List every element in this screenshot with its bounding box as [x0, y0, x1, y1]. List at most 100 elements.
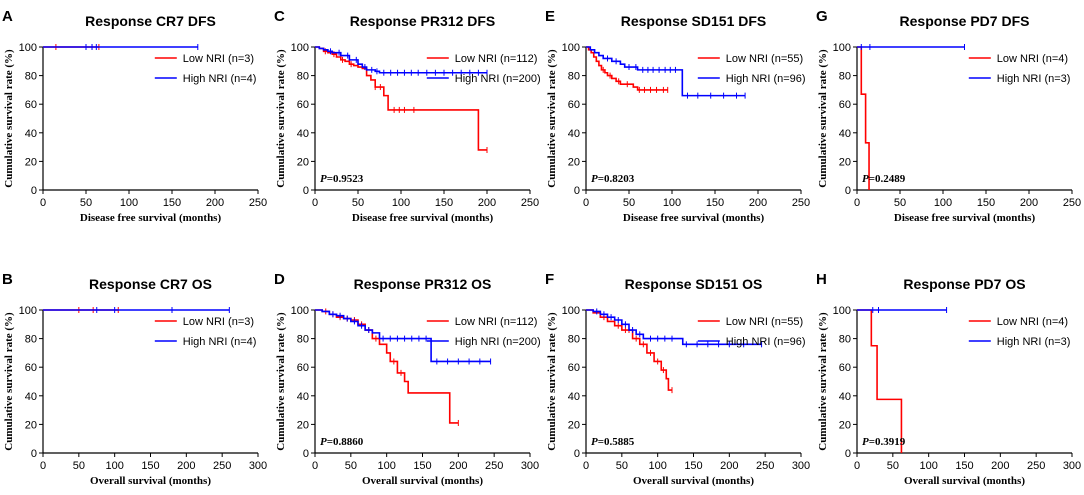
y-tick-label: 60	[568, 362, 580, 374]
x-tick-label: 50	[887, 460, 899, 472]
p-value-label: P=0.8203	[591, 173, 635, 185]
legend-label-low: Low NRI (n=112)	[455, 316, 538, 328]
panel-letter: H	[816, 271, 827, 288]
x-tick-label: 0	[40, 460, 46, 472]
km-panel-f: F Response SD151 OS 0 20 40 60 80 100 0 50 100 150 2…	[545, 271, 810, 487]
x-axis-label: Disease free survival (months)	[894, 212, 1036, 224]
y-tick-label: 60	[297, 99, 309, 111]
p-value-number: =0.8860	[327, 436, 364, 448]
y-tick-label: 20	[568, 156, 580, 168]
y-axis-label: Cumulative survival rate (%)	[817, 49, 829, 188]
y-tick-label: 0	[31, 448, 37, 460]
x-axis-label: Overall survival (months)	[633, 475, 754, 487]
x-tick-label: 250	[213, 460, 231, 472]
y-axis-label: Cumulative survival rate (%)	[3, 312, 15, 451]
p-value-label: P=0.9523	[320, 173, 364, 185]
y-tick-label: 60	[25, 362, 37, 374]
x-tick-label: 200	[206, 197, 224, 209]
panel-letter: B	[2, 271, 13, 288]
x-tick-label: 150	[163, 197, 181, 209]
legend-label-low: Low NRI (n=55)	[726, 53, 803, 65]
km-panel-g: G Response PD7 DFS 0 20 40 60 80 100 0 50 100 150 20…	[816, 8, 1081, 224]
y-tick-label: 80	[568, 71, 580, 83]
panel-letter: E	[545, 8, 555, 25]
p-value-symbol: P	[320, 436, 327, 448]
y-axis-label: Cumulative survival rate (%)	[546, 312, 558, 451]
y-tick-label: 100	[562, 305, 580, 317]
y-tick-label: 60	[839, 362, 851, 374]
km-curve-low	[315, 46, 487, 151]
panel-letter: A	[2, 8, 13, 25]
chart-title: Response PR312 OS	[354, 276, 492, 292]
x-tick-label: 0	[854, 460, 860, 472]
y-tick-label: 40	[25, 391, 37, 403]
legend-label-low: Low NRI (n=3)	[183, 53, 254, 65]
y-tick-label: 40	[839, 128, 851, 140]
km-panel-h: H Response PD7 OS 0 20 40 60 80 100 0 50 100 150 200…	[816, 271, 1081, 487]
p-value-label: P=0.2489	[862, 173, 906, 185]
x-tick-label: 0	[854, 197, 860, 209]
x-tick-label: 300	[792, 460, 810, 472]
legend-label-high: High NRI (n=3)	[997, 336, 1071, 348]
y-tick-label: 0	[303, 448, 309, 460]
y-tick-label: 20	[25, 419, 37, 431]
x-tick-label: 0	[583, 197, 589, 209]
p-value-label: P=0.3919	[862, 436, 906, 448]
x-tick-label: 50	[73, 460, 85, 472]
x-tick-label: 100	[934, 197, 952, 209]
x-tick-label: 250	[249, 197, 267, 209]
y-tick-label: 0	[574, 185, 580, 197]
legend-label-high: High NRI (n=96)	[726, 73, 806, 85]
panel-letter: F	[545, 271, 554, 288]
y-axis-label: Cumulative survival rate (%)	[546, 49, 558, 188]
km-curve-low	[586, 309, 672, 391]
x-axis-label: Disease free survival (months)	[352, 212, 494, 224]
km-curve-low	[857, 309, 903, 453]
chart-title: Response PD7 OS	[903, 276, 1025, 292]
x-tick-label: 150	[955, 460, 973, 472]
x-tick-label: 150	[435, 197, 453, 209]
p-value-symbol: P	[862, 436, 869, 448]
chart-title: Response PD7 DFS	[900, 13, 1030, 29]
x-axis-label: Overall survival (months)	[904, 475, 1025, 487]
y-tick-label: 80	[25, 334, 37, 346]
km-panel-b: B Response CR7 OS 0 20 40 60 80 100 0 50 100 150 200…	[2, 271, 267, 487]
x-tick-label: 150	[706, 197, 724, 209]
x-axis-label: Overall survival (months)	[362, 475, 483, 487]
y-tick-label: 0	[31, 185, 37, 197]
panel-letter: C	[274, 8, 285, 25]
x-tick-label: 50	[616, 460, 628, 472]
p-value-symbol: P	[591, 436, 598, 448]
legend-label-low: Low NRI (n=55)	[726, 316, 803, 328]
x-tick-label: 100	[377, 460, 395, 472]
p-value-number: =0.2489	[869, 173, 906, 185]
x-tick-label: 200	[991, 460, 1009, 472]
panel-letter: D	[274, 271, 285, 288]
x-axis-label: Overall survival (months)	[90, 475, 211, 487]
y-tick-label: 40	[25, 128, 37, 140]
x-axis-label: Disease free survival (months)	[623, 212, 765, 224]
x-axis-label: Disease free survival (months)	[80, 212, 222, 224]
x-tick-label: 300	[1063, 460, 1081, 472]
y-axis-label: Cumulative survival rate (%)	[817, 312, 829, 451]
x-tick-label: 250	[792, 197, 810, 209]
y-tick-label: 40	[839, 391, 851, 403]
y-tick-label: 60	[25, 99, 37, 111]
x-tick-label: 150	[413, 460, 431, 472]
x-tick-label: 250	[521, 197, 539, 209]
x-tick-label: 0	[312, 197, 318, 209]
x-tick-label: 150	[141, 460, 159, 472]
y-tick-label: 20	[297, 419, 309, 431]
km-curve-high	[315, 309, 491, 363]
y-tick-label: 100	[562, 42, 580, 54]
p-value-symbol: P	[320, 173, 327, 185]
y-tick-label: 60	[297, 362, 309, 374]
y-tick-label: 0	[845, 185, 851, 197]
x-tick-label: 200	[720, 460, 738, 472]
x-tick-label: 50	[623, 197, 635, 209]
x-tick-label: 250	[1027, 460, 1045, 472]
x-tick-label: 50	[352, 197, 364, 209]
x-tick-label: 100	[919, 460, 937, 472]
x-tick-label: 0	[312, 460, 318, 472]
chart-title: Response PR312 DFS	[350, 13, 496, 29]
